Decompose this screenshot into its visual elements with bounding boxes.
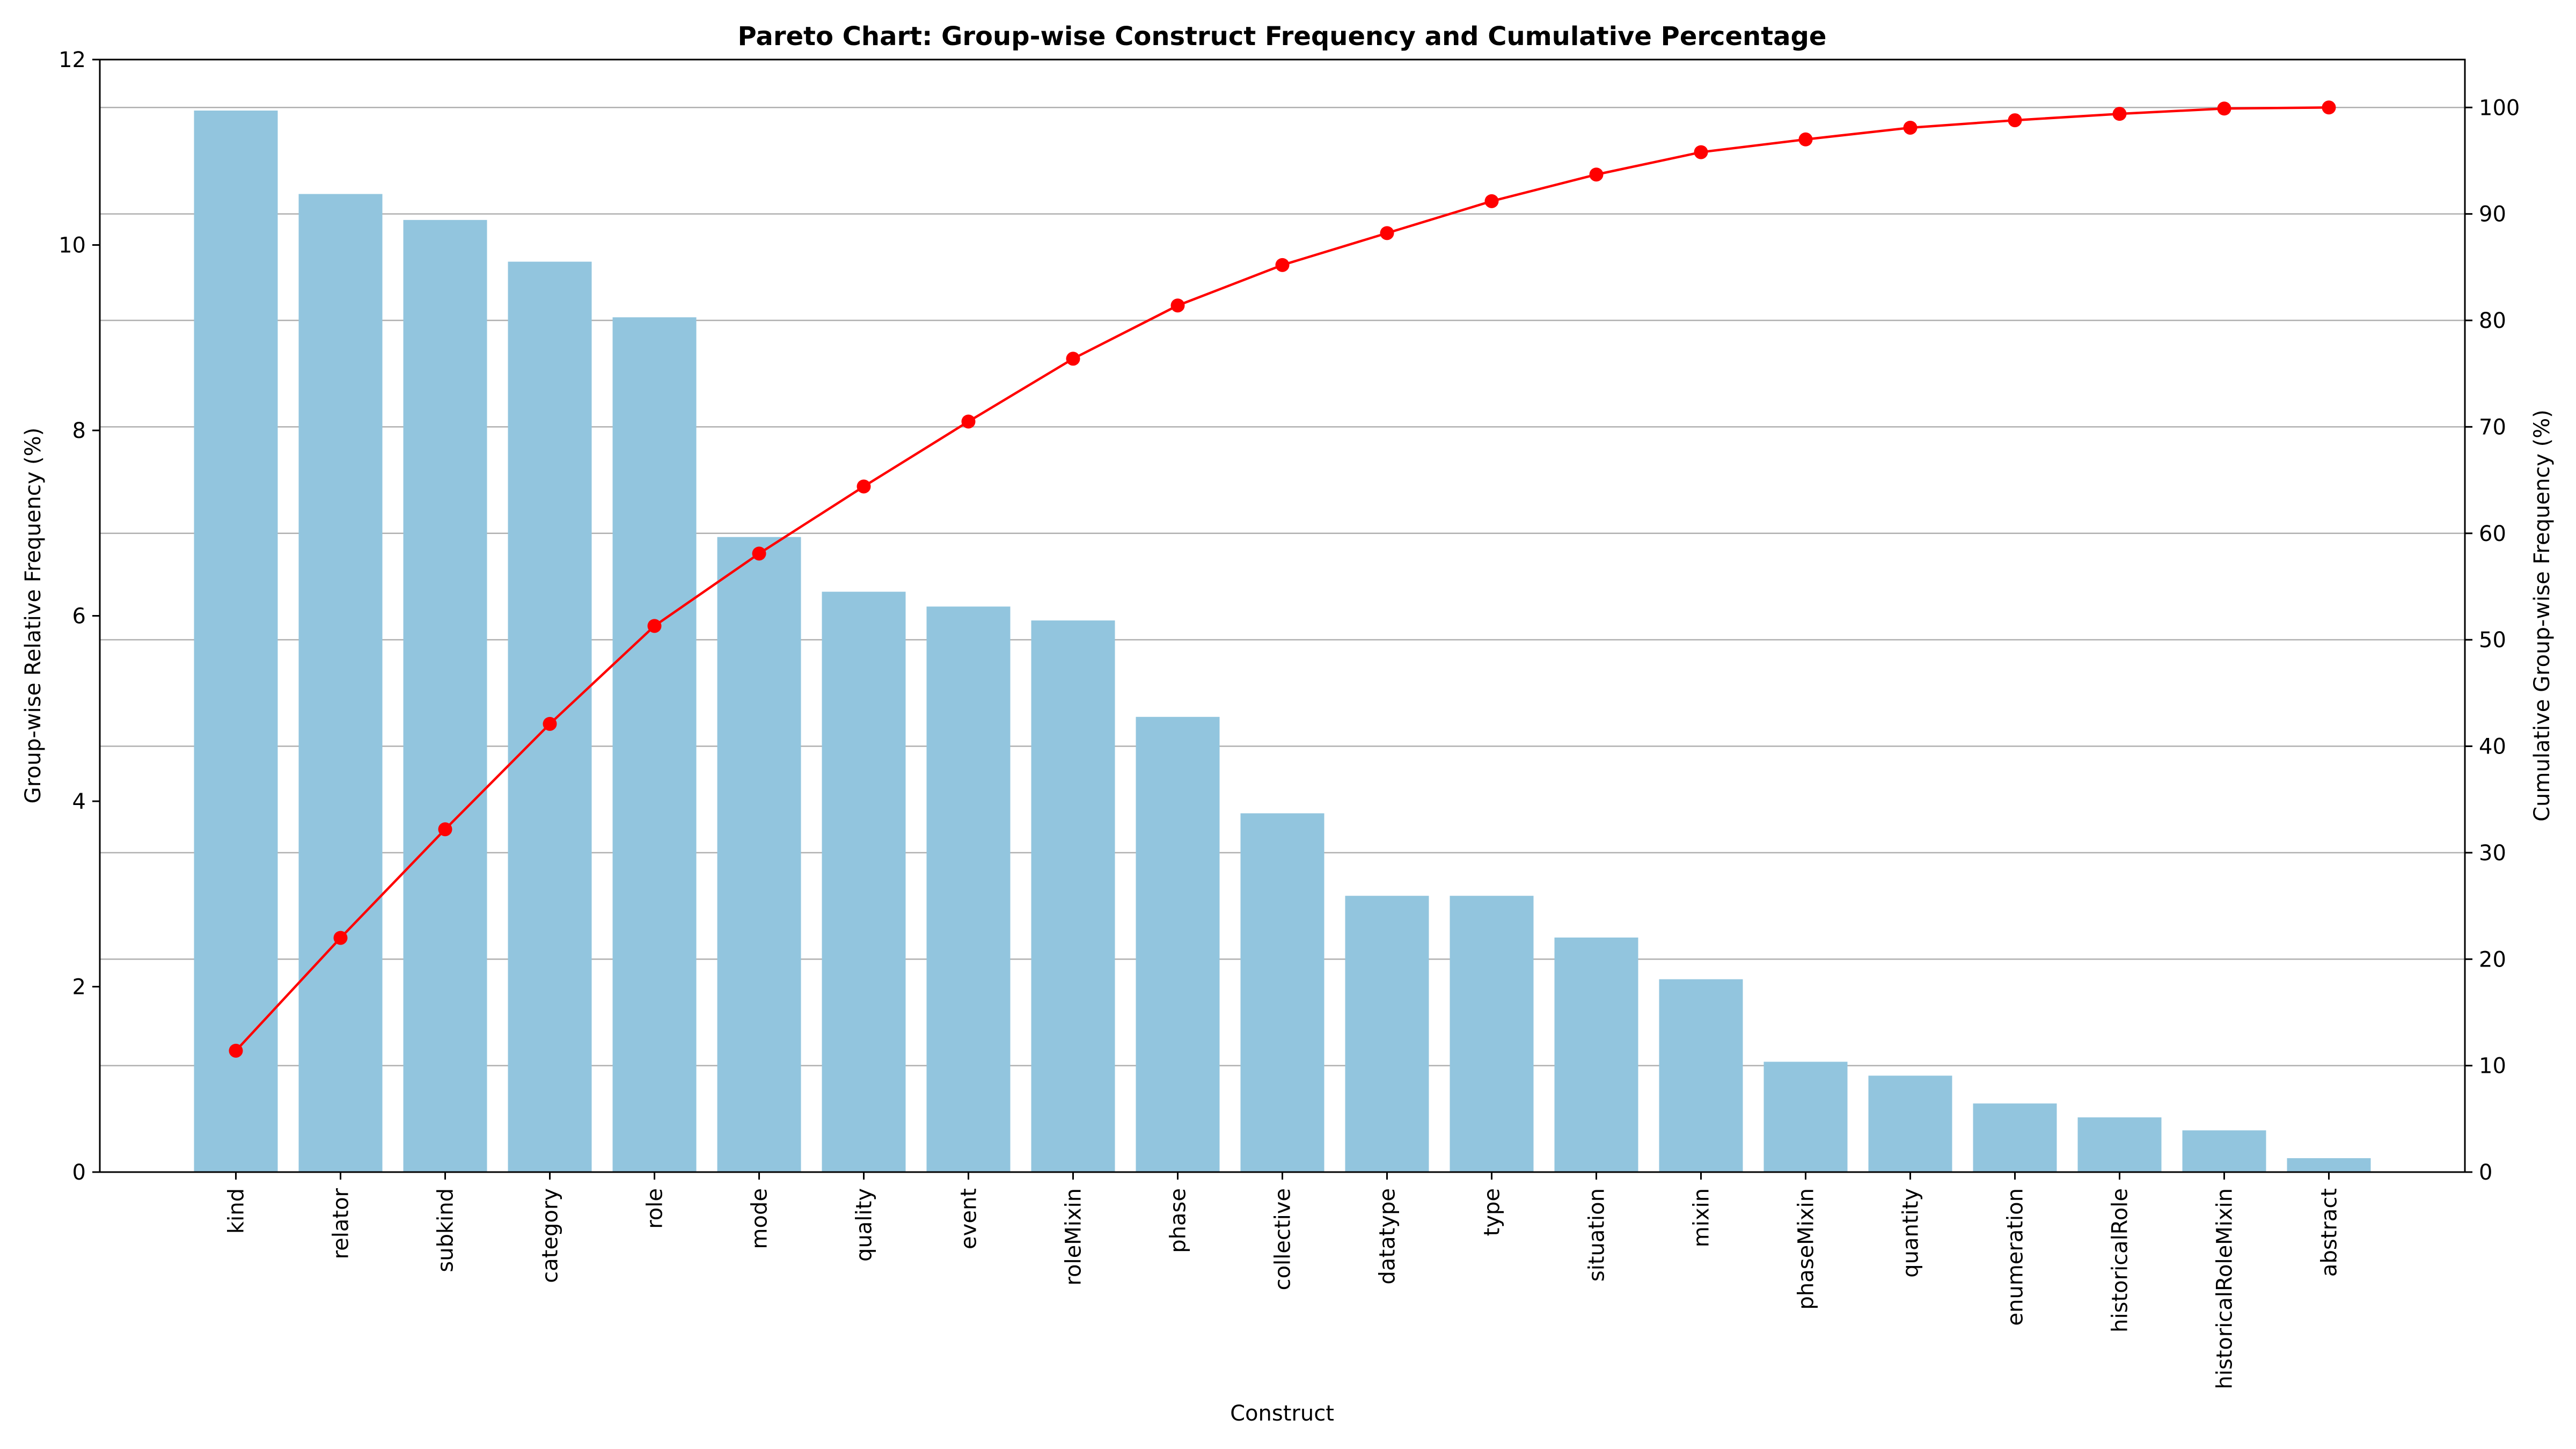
x-tick-label-situation: situation	[1585, 1188, 1609, 1282]
bar-relator	[298, 194, 383, 1172]
cumulative-point-roleMixin	[1066, 352, 1080, 366]
cumulative-point-event	[961, 414, 976, 429]
cumulative-line-series	[229, 100, 2336, 1058]
bar-abstract	[2287, 1158, 2371, 1172]
bar-quantity	[1868, 1075, 1952, 1172]
x-tick-label-abstract: abstract	[2317, 1188, 2342, 1277]
cumulative-point-quantity	[1903, 120, 1918, 135]
bar-quality	[822, 591, 906, 1172]
y2-axis-title: Cumulative Group-wise Frequency (%)	[2530, 409, 2555, 822]
bar-subkind	[403, 219, 487, 1172]
bar-enumeration	[1973, 1103, 2057, 1172]
x-tick-label-enumeration: enumeration	[2003, 1188, 2028, 1326]
bar-phaseMixin	[1763, 1062, 1848, 1172]
cumulative-point-role	[647, 619, 662, 633]
chart-title: Pareto Chart: Group-wise Construct Frequ…	[738, 21, 1827, 52]
x-tick-label-mode: mode	[748, 1188, 772, 1249]
y-tick-label: 2	[72, 975, 86, 1000]
bar-collective	[1240, 813, 1324, 1172]
y2-tick-label: 20	[2479, 947, 2506, 972]
bar-datatype	[1345, 896, 1429, 1172]
x-tick-label-phase: phase	[1166, 1188, 1191, 1253]
x-axis-title: Construct	[1230, 1401, 1334, 1426]
x-tick-label-historicalRoleMixin: historicalRoleMixin	[2213, 1188, 2237, 1389]
x-tick-label-relator: relator	[329, 1188, 354, 1259]
y-tick-label: 0	[72, 1160, 86, 1185]
x-tick-label-quality: quality	[852, 1188, 877, 1262]
x-tick-label-roleMixin: roleMixin	[1062, 1188, 1086, 1286]
cumulative-point-situation	[1589, 167, 1604, 182]
bar-mixin	[1659, 979, 1743, 1172]
cumulative-point-collective	[1275, 258, 1290, 272]
bar-series	[194, 111, 2371, 1173]
cumulative-point-phase	[1170, 298, 1185, 313]
x-tick-label-phaseMixin: phaseMixin	[1794, 1188, 1819, 1309]
bar-phase	[1136, 716, 1220, 1172]
y-tick-label: 12	[58, 48, 86, 72]
x-tick-label-historicalRole: historicalRole	[2108, 1188, 2133, 1333]
cumulative-point-relator	[333, 931, 348, 945]
bar-historicalRole	[2077, 1117, 2162, 1172]
cumulative-point-mixin	[1694, 145, 1708, 159]
y2-tick-label: 70	[2479, 415, 2506, 440]
bar-historicalRoleMixin	[2182, 1130, 2266, 1172]
bar-situation	[1554, 937, 1638, 1172]
x-tick-label-role: role	[643, 1188, 668, 1229]
cumulative-point-type	[1484, 194, 1499, 208]
x-tick-label-category: category	[538, 1188, 563, 1283]
x-tick-label-subkind: subkind	[434, 1188, 458, 1272]
cumulative-point-datatype	[1380, 226, 1394, 240]
y-tick-label: 10	[58, 233, 86, 258]
bar-role	[612, 317, 697, 1172]
x-tick-label-type: type	[1480, 1188, 1505, 1236]
y2-tick-label: 50	[2479, 628, 2506, 653]
left-axis: 0 2 4 6 8 10 12	[58, 48, 100, 1185]
y2-tick-label: 100	[2479, 96, 2520, 120]
y-tick-label: 8	[72, 419, 86, 443]
x-tick-label-datatype: datatype	[1375, 1188, 1400, 1284]
cumulative-point-phaseMixin	[1798, 132, 1813, 147]
y2-tick-label: 40	[2479, 735, 2506, 759]
cumulative-point-category	[543, 716, 557, 731]
x-tick-label-quantity: quantity	[1899, 1188, 1923, 1278]
cumulative-point-subkind	[438, 822, 452, 837]
y-tick-label: 4	[72, 789, 86, 814]
cumulative-point-kind	[229, 1043, 243, 1058]
y-tick-label: 6	[72, 604, 86, 629]
cumulative-point-quality	[857, 479, 871, 494]
cumulative-point-historicalRole	[2112, 107, 2127, 121]
x-tick-label-kind: kind	[224, 1188, 249, 1234]
y2-tick-label: 60	[2479, 522, 2506, 546]
bar-kind	[194, 111, 278, 1173]
bar-mode	[717, 537, 801, 1172]
bar-type	[1450, 896, 1534, 1172]
y2-tick-label: 10	[2479, 1054, 2506, 1079]
bar-category	[508, 261, 592, 1173]
x-tick-label-mixin: mixin	[1689, 1188, 1714, 1247]
y2-tick-label: 80	[2479, 309, 2506, 333]
y2-tick-label: 90	[2479, 202, 2506, 227]
cumulative-point-historicalRoleMixin	[2217, 101, 2231, 116]
bar-roleMixin	[1031, 620, 1115, 1172]
x-axis: kind relator subkind category role mode qualit…	[224, 1172, 2342, 1389]
x-tick-label-collective: collective	[1271, 1188, 1296, 1290]
bar-event	[926, 606, 1011, 1172]
y2-tick-label: 0	[2479, 1160, 2492, 1185]
cumulative-point-abstract	[2322, 100, 2336, 115]
x-tick-label-event: event	[957, 1188, 982, 1249]
cumulative-point-mode	[752, 546, 766, 561]
cumulative-point-enumeration	[2008, 113, 2022, 128]
y-axis-title: Group-wise Relative Frequency (%)	[21, 428, 46, 804]
y2-tick-label: 30	[2479, 841, 2506, 866]
right-axis: 0 10 20 30 40 50 60 70 80 90 100	[2465, 96, 2520, 1185]
